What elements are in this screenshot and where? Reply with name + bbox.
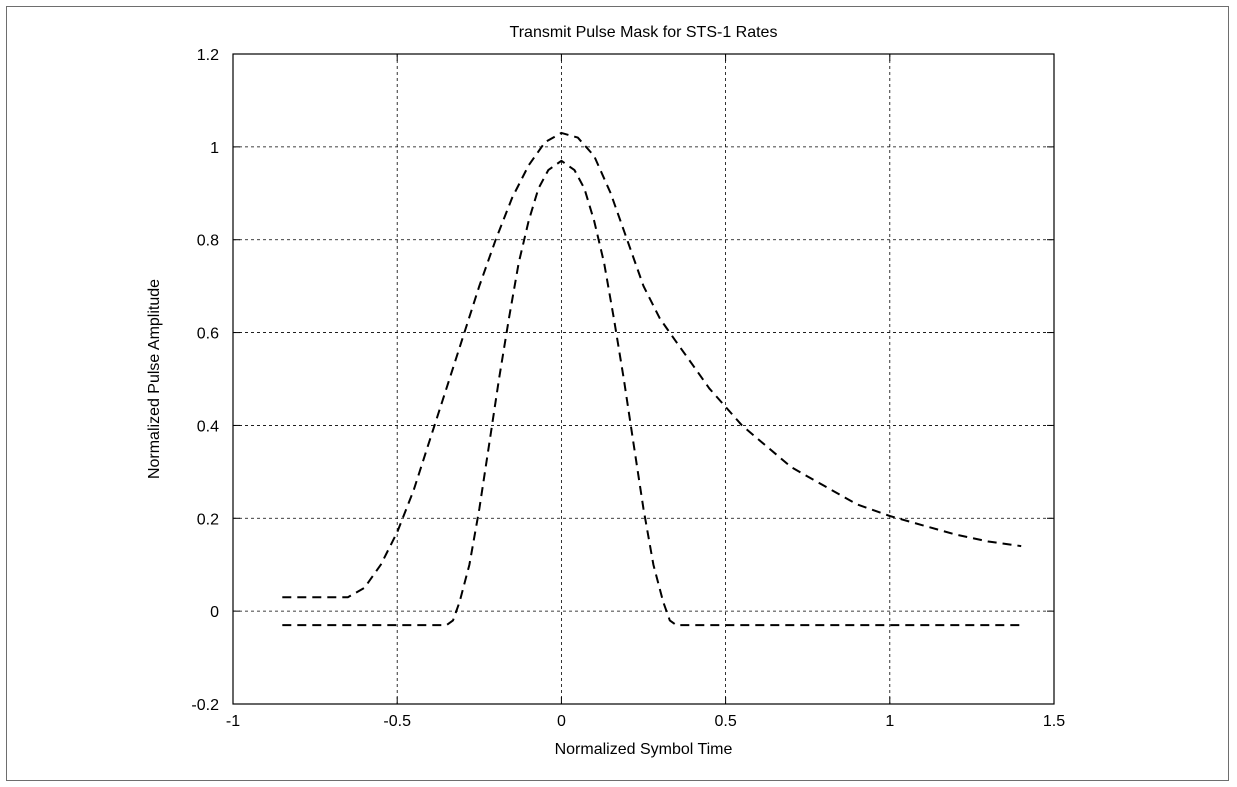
y-tick-label: 0.8: [197, 233, 219, 250]
y-tick-label: 0: [210, 604, 219, 621]
x-tick-label: -0.5: [383, 713, 411, 730]
x-axis-title: Normalized Symbol Time: [555, 741, 733, 758]
y-axis-title: Normalized Pulse Amplitude: [146, 279, 163, 479]
y-tick-label: 0.4: [197, 418, 219, 435]
grid-layer: [233, 54, 1054, 704]
y-tick-label: -0.2: [191, 697, 219, 714]
chart: -1 -0.5 0 0.5 1 1.5 -0.2 0 0.2 0.4 0.6 0.8 1 1.2 Tran…: [146, 24, 1065, 758]
x-tick-label: 1.5: [1043, 713, 1065, 730]
series-layer: [282, 131, 1022, 627]
y-tick-label: 0.6: [197, 326, 219, 343]
figure-frame: -1 -0.5 0 0.5 1 1.5 -0.2 0 0.2 0.4 0.6 0.8 1 1.2 Tran…: [6, 6, 1229, 781]
y-tick-label: 1.2: [197, 47, 219, 64]
y-tick-label: 1: [210, 140, 219, 157]
x-tick-label: 1: [885, 713, 894, 730]
x-tick-label: -1: [226, 713, 240, 730]
upper-mask-line: [282, 131, 1022, 599]
x-tick-label: 0: [557, 713, 566, 730]
x-tick-label: 0.5: [714, 713, 736, 730]
y-tick-label: 0.2: [197, 511, 219, 528]
plot-area-border: [232, 53, 1055, 705]
lower-mask-line: [282, 159, 1022, 627]
tick-layer: -1 -0.5 0 0.5 1 1.5 -0.2 0 0.2 0.4 0.6 0.8 1 1.2: [191, 47, 1065, 730]
chart-title: Transmit Pulse Mask for STS-1 Rates: [510, 24, 778, 41]
